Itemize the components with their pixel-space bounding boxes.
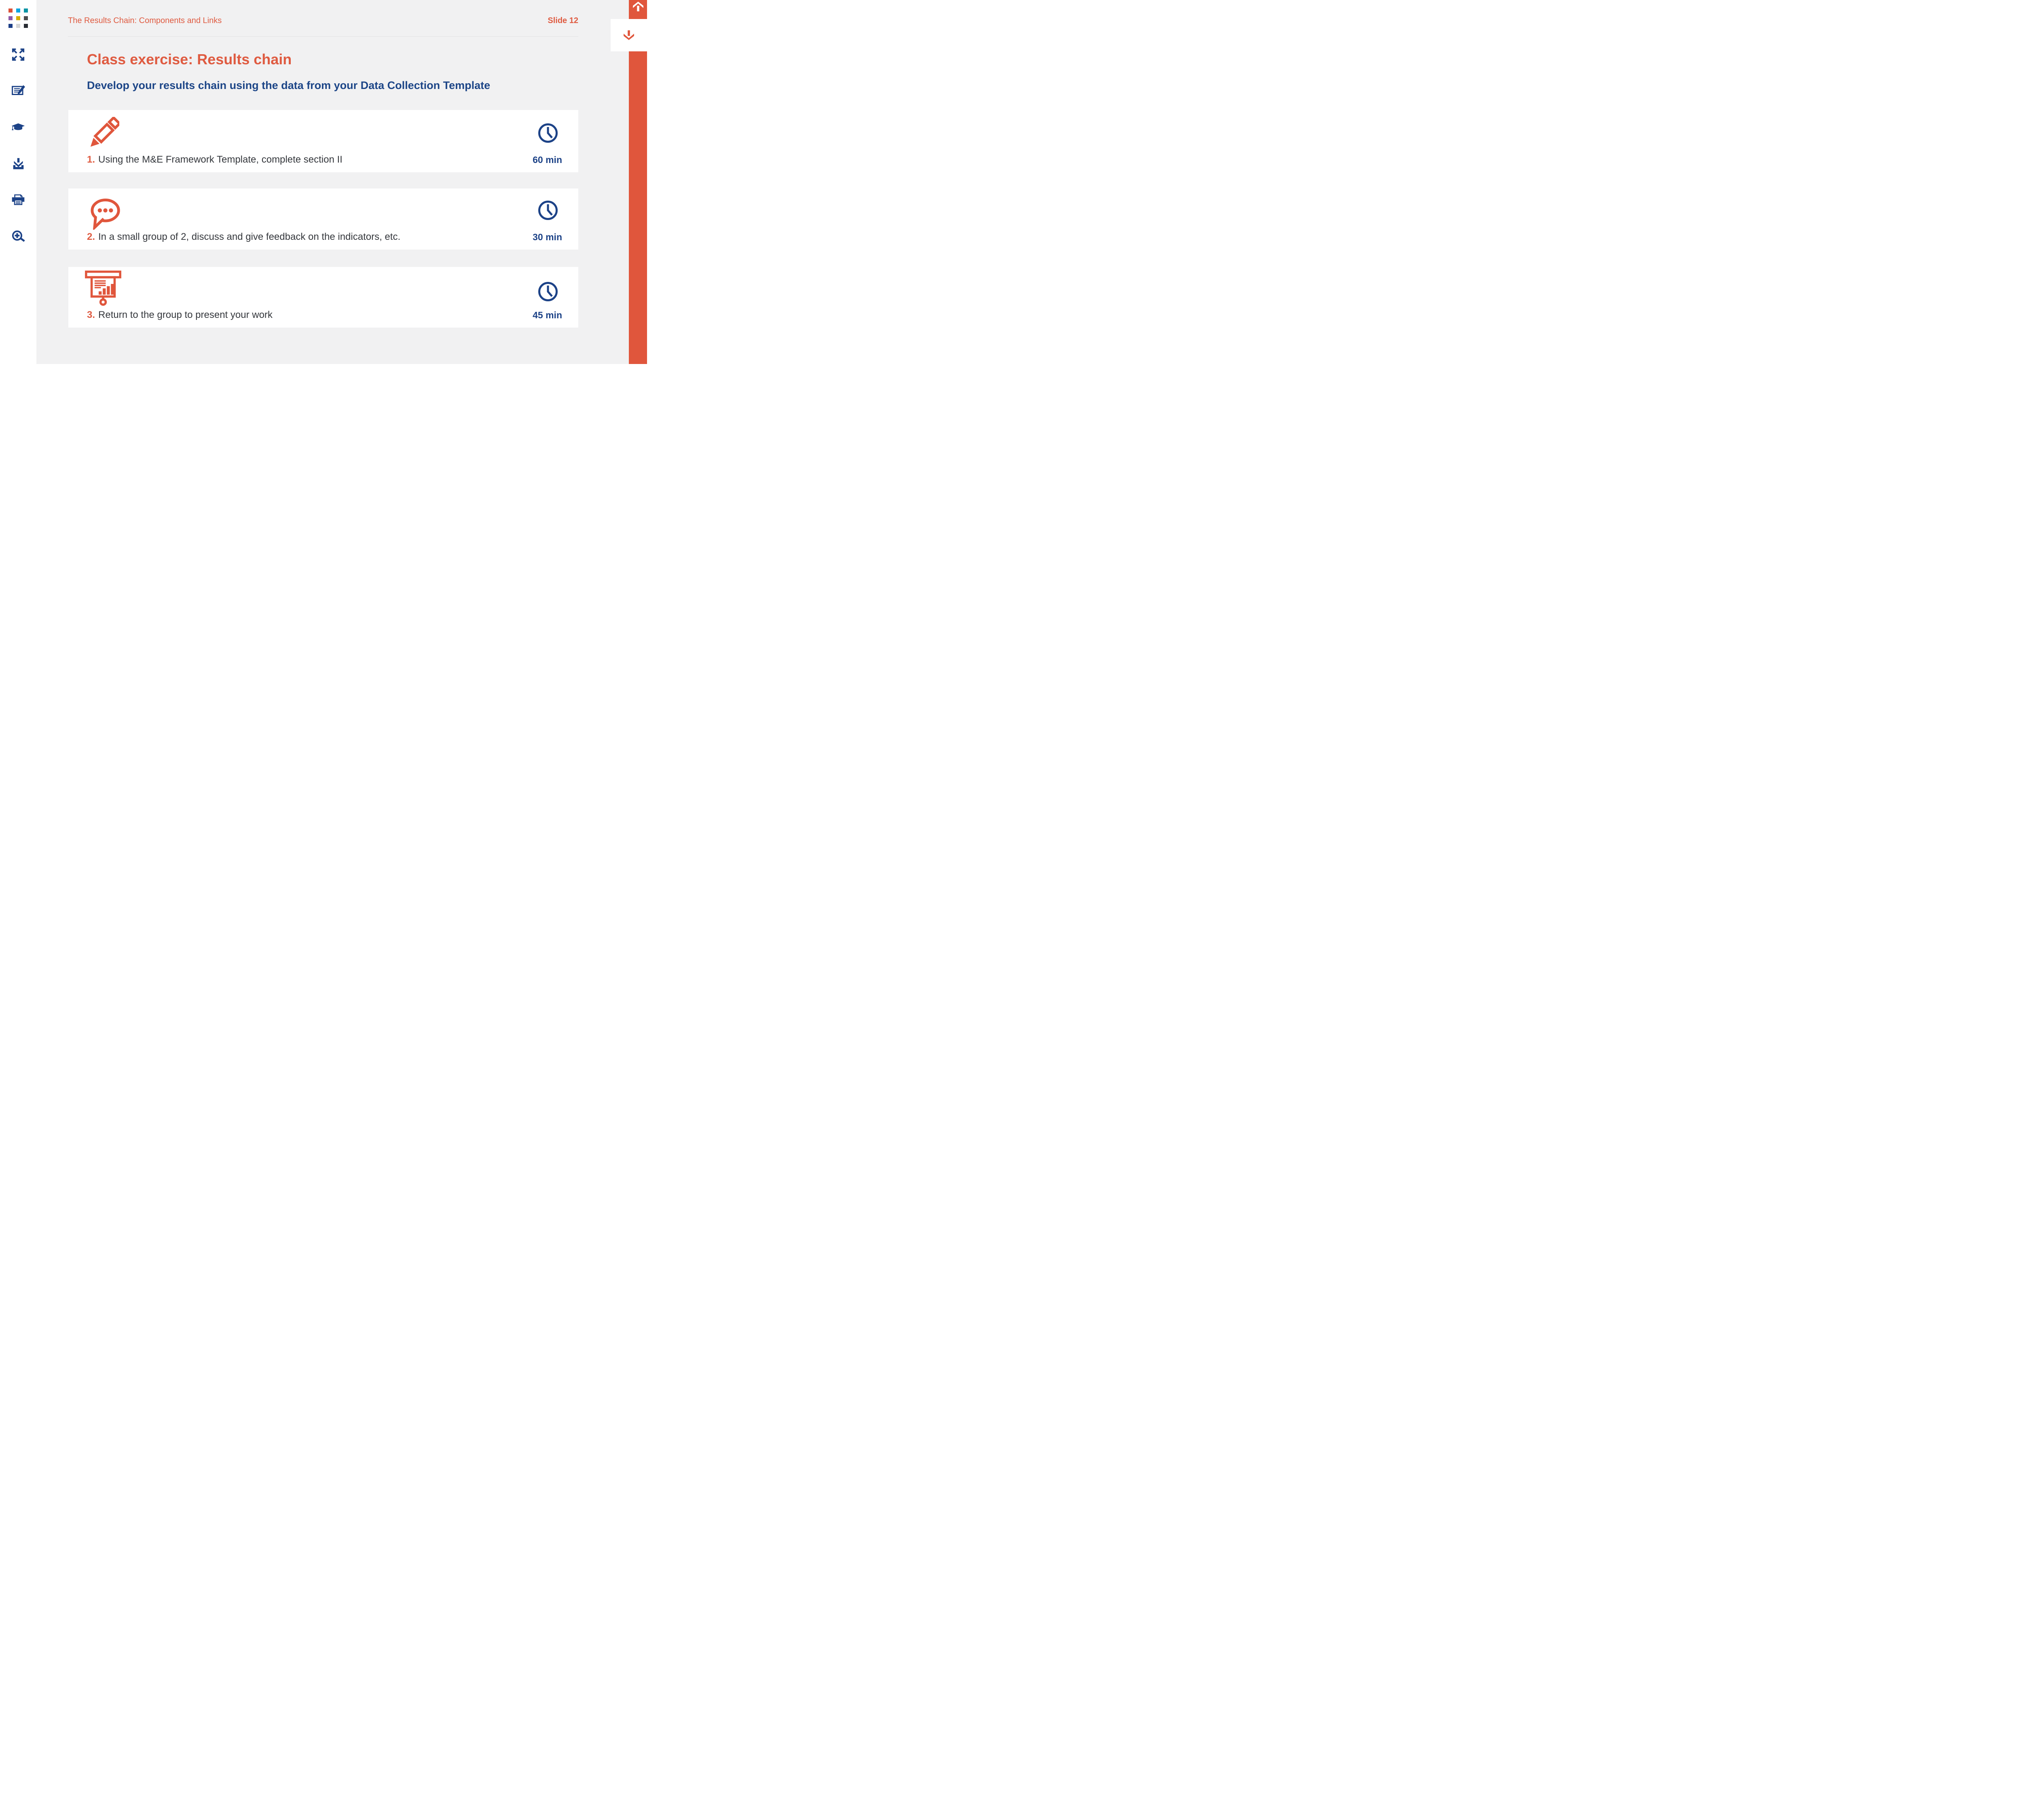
next-slide-button[interactable] [611, 19, 647, 51]
logo-square [8, 16, 13, 20]
clock-icon [537, 281, 559, 303]
sidebar [0, 0, 36, 364]
toolbar [0, 48, 36, 243]
logo-square [16, 8, 20, 13]
step-card-2: 2. In a small group of 2, discuss and giv… [68, 188, 578, 250]
header-divider [68, 36, 578, 37]
clock-icon [537, 199, 559, 221]
step-number: 2. [87, 231, 95, 242]
duration-label: 30 min [533, 232, 562, 242]
logo-square [16, 24, 20, 28]
arrow-up-icon [632, 2, 643, 11]
step-description: In a small group of 2, discuss and give … [98, 231, 401, 242]
duration-label: 45 min [533, 310, 562, 320]
logo-square [24, 8, 28, 13]
logo-grid-icon [8, 8, 28, 28]
slide-number-label: Slide 12 [548, 16, 578, 25]
fullscreen-icon[interactable] [11, 48, 25, 61]
pencil-icon [87, 116, 122, 152]
logo-square [16, 16, 20, 20]
lesson-title: The Results Chain: Components and Links [68, 16, 222, 25]
step-text: 3. Return to the group to present your wo… [87, 309, 273, 321]
page-subtitle: Develop your results chain using the dat… [87, 79, 491, 91]
step-description: Return to the group to present your work [98, 309, 273, 320]
step-card-3: 3. Return to the group to present your wo… [68, 267, 578, 328]
graduation-cap-icon[interactable] [11, 121, 25, 134]
arrow-down-icon [624, 30, 634, 40]
nav-rail [629, 0, 647, 364]
logo-square [24, 16, 28, 20]
speech-bubble-icon [87, 197, 122, 232]
clock-icon [537, 122, 559, 144]
logo-square [24, 24, 28, 28]
presentation-screen-icon [85, 271, 122, 308]
previous-slide-button[interactable] [629, 0, 647, 19]
duration-label: 60 min [533, 154, 562, 165]
logo-square [8, 24, 13, 28]
zoom-in-icon[interactable] [11, 230, 25, 243]
download-icon[interactable] [11, 157, 25, 171]
step-text: 2. In a small group of 2, discuss and giv… [87, 231, 400, 243]
step-description: Using the M&E Framework Template, comple… [98, 154, 343, 165]
step-text: 1. Using the M&E Framework Template, comp… [87, 154, 343, 165]
course-player: The Results Chain: Components and Links … [0, 0, 647, 364]
logo-square [8, 8, 13, 13]
page-title: Class exercise: Results chain [87, 51, 292, 68]
step-card-1: 1. Using the M&E Framework Template, comp… [68, 110, 578, 172]
header: The Results Chain: Components and Links … [68, 16, 578, 25]
step-number: 1. [87, 154, 95, 165]
notes-edit-icon[interactable] [11, 84, 25, 98]
print-icon[interactable] [11, 193, 25, 207]
step-number: 3. [87, 309, 95, 320]
